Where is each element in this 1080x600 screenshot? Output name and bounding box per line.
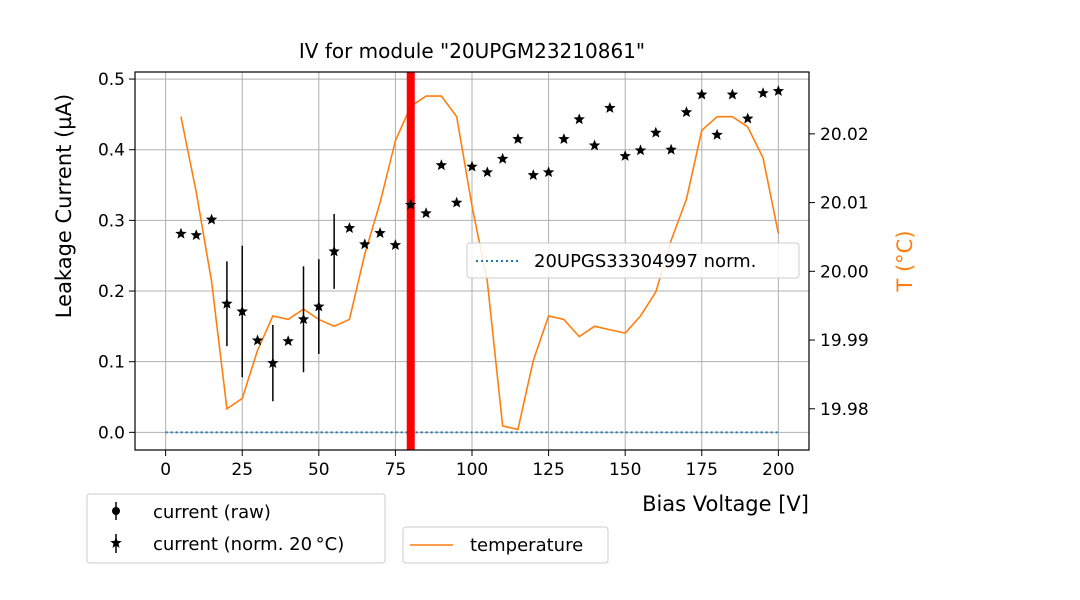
- data-point: [435, 159, 448, 171]
- data-point: [466, 160, 478, 172]
- data-point: [450, 196, 463, 208]
- x-tick-label: 200: [762, 460, 794, 480]
- data-point: [267, 357, 279, 368]
- y-tick-label: 0.0: [98, 423, 125, 443]
- data-point: [190, 229, 202, 241]
- legend-temperature-box: [402, 526, 609, 564]
- data-point: [696, 88, 708, 100]
- y-tick-label: 0.5: [98, 70, 125, 90]
- y2-axis-ticks: 19.98 19.99 20.00 20.01 20.02: [809, 125, 869, 420]
- data-point: [726, 88, 739, 100]
- legend-norm-label: current (norm. 20 °C): [153, 534, 344, 555]
- data-point: [297, 313, 310, 325]
- data-point: [359, 238, 371, 250]
- data-point: [650, 126, 662, 138]
- legend-norm-marker: [110, 537, 122, 548]
- data-point: [282, 335, 294, 347]
- data-point: [772, 85, 785, 96]
- x-tick-label: 150: [609, 460, 641, 480]
- chart-title: IV for module "20UPGM23210861": [299, 39, 645, 63]
- y2-axis-label: T (°C): [893, 230, 917, 292]
- data-point: [665, 143, 677, 155]
- legend-temperature: temperature: [402, 526, 609, 564]
- current-points: [175, 85, 785, 368]
- data-point: [236, 305, 248, 317]
- x-axis-label: Bias Voltage [V]: [642, 492, 809, 516]
- data-point: [251, 334, 264, 346]
- data-point: [588, 139, 601, 151]
- y2-tick-label: 20.00: [820, 262, 869, 282]
- legend-reference-label: 20UPGS33304997 norm.: [534, 251, 756, 272]
- data-point: [604, 102, 616, 113]
- x-tick-label: 125: [532, 460, 564, 480]
- legend-raw-marker: [112, 507, 120, 515]
- y2-tick-label: 19.98: [820, 400, 869, 420]
- data-point: [481, 166, 494, 178]
- legend-reference: 20UPGS33304997 norm.: [466, 242, 800, 279]
- y-axis-label: Leakage Current (µA): [52, 94, 76, 318]
- x-tick-label: 0: [160, 460, 171, 480]
- x-tick-label: 50: [308, 460, 330, 480]
- y-tick-label: 0.4: [98, 141, 125, 161]
- y2-tick-label: 20.02: [820, 125, 869, 145]
- y2-tick-label: 20.01: [820, 194, 869, 214]
- data-point: [313, 300, 325, 312]
- data-point: [527, 169, 539, 181]
- data-point: [558, 133, 570, 144]
- x-tick-label: 100: [456, 460, 488, 480]
- data-point: [680, 106, 693, 118]
- data-point: [405, 198, 417, 210]
- data-point: [512, 133, 524, 144]
- x-axis-ticks: 0 25 50 75 100 125 150 175 200: [160, 450, 795, 480]
- legend-temperature-label: temperature: [470, 535, 583, 556]
- y2-tick-label: 19.99: [820, 331, 869, 351]
- data-point: [542, 166, 555, 178]
- data-point: [374, 227, 386, 238]
- legend-reference-box: [466, 242, 800, 279]
- data-point: [328, 245, 340, 257]
- plot-frame: [134, 71, 810, 451]
- data-point: [619, 150, 631, 161]
- data-point: [175, 227, 187, 239]
- y-tick-label: 0.1: [98, 353, 125, 373]
- data-point: [343, 222, 356, 233]
- x-tick-label: 75: [385, 460, 407, 480]
- y-axis-ticks: 0.0 0.1 0.2 0.3 0.4 0.5: [98, 70, 135, 443]
- data-point: [496, 152, 509, 164]
- legend-raw-label: current (raw): [153, 502, 271, 523]
- x-tick-label: 25: [231, 460, 253, 480]
- y-tick-label: 0.3: [98, 211, 125, 231]
- data-point: [573, 113, 585, 125]
- data-point: [711, 128, 723, 140]
- legend-current-box: [86, 493, 386, 564]
- legend-current: current (raw) current (norm. 20 °C): [86, 493, 386, 564]
- data-point: [221, 297, 233, 309]
- data-point: [634, 144, 647, 156]
- data-point: [420, 207, 432, 219]
- data-point: [389, 239, 402, 250]
- y-tick-label: 0.2: [98, 282, 125, 302]
- data-point: [205, 213, 218, 225]
- data-point: [757, 87, 769, 99]
- x-tick-label: 175: [686, 460, 718, 480]
- data-point: [742, 112, 754, 124]
